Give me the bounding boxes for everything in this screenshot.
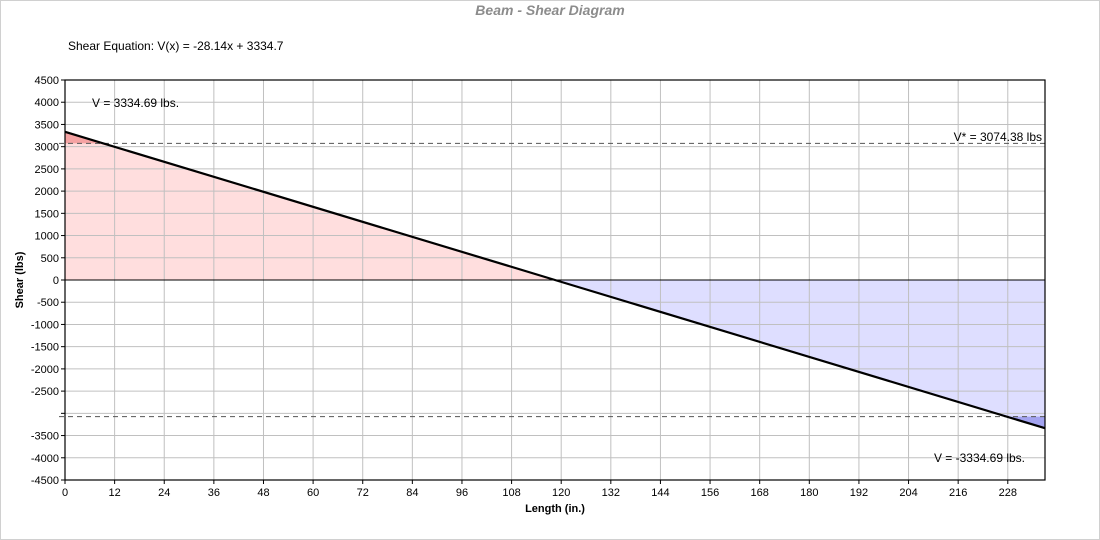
x-tick-label: 72: [357, 487, 369, 499]
shear-line: [64, 130, 1046, 430]
annotation-vstar: V* = 3074.38 lbs: [954, 130, 1042, 144]
x-tick-label: 24: [158, 487, 170, 499]
y-tick-label: -500: [37, 297, 59, 309]
y-tick-label: -4000: [31, 453, 59, 465]
x-tick-label: 60: [307, 487, 319, 499]
y-tick-label: -2500: [31, 386, 59, 398]
y-tick-label: 4500: [35, 75, 59, 87]
y-tick-label: 1500: [35, 208, 59, 220]
x-tick-label: 204: [899, 487, 917, 499]
y-tick-label: 1000: [35, 231, 59, 243]
x-tick-label: 180: [800, 487, 818, 499]
x-tick-label: 144: [651, 487, 669, 499]
y-tick-label: -4500: [31, 475, 59, 487]
y-tick-label: -3500: [31, 431, 59, 443]
plot-border: [64, 79, 1046, 481]
x-tick-label: 36: [208, 487, 220, 499]
x-axis-label: Length (in.): [525, 503, 585, 515]
x-tick-label: 96: [456, 487, 468, 499]
y-tick-label: -2000: [31, 364, 59, 376]
x-tick-label: 228: [999, 487, 1017, 499]
y-tick-label: 3000: [35, 142, 59, 154]
x-tick-label: 132: [602, 487, 620, 499]
y-tick-label: 2500: [35, 164, 59, 176]
y-tick-label: -1000: [31, 319, 59, 331]
x-tick-label: 168: [751, 487, 769, 499]
y-tick-label: -1500: [31, 342, 59, 354]
y-tick-label: 500: [41, 253, 59, 265]
x-tick-label: 12: [108, 487, 120, 499]
x-tick-label: 192: [850, 487, 868, 499]
x-tick-label: 84: [406, 487, 418, 499]
chart-subtitle: Shear Equation: V(x) = -28.14x + 3334.7: [68, 39, 284, 53]
chart-title: Beam - Shear Diagram: [475, 2, 624, 18]
x-tick-label: 120: [552, 487, 570, 499]
y-tick-label: 4000: [35, 97, 59, 109]
annotation-vmin: V = -3334.69 lbs.: [934, 451, 1025, 465]
y-tick-label: 2000: [35, 186, 59, 198]
x-tick-label: 48: [257, 487, 269, 499]
x-tick-label: 156: [701, 487, 719, 499]
y-axis-label: Shear (lbs): [14, 251, 26, 308]
y-tick-label: 0: [53, 275, 59, 287]
x-tick-label: 108: [502, 487, 520, 499]
y-tick-label: 3500: [35, 119, 59, 131]
x-tick-label: 216: [949, 487, 967, 499]
x-tick-label: 0: [62, 487, 68, 499]
annotation-vmax: V = 3334.69 lbs.: [92, 96, 179, 110]
